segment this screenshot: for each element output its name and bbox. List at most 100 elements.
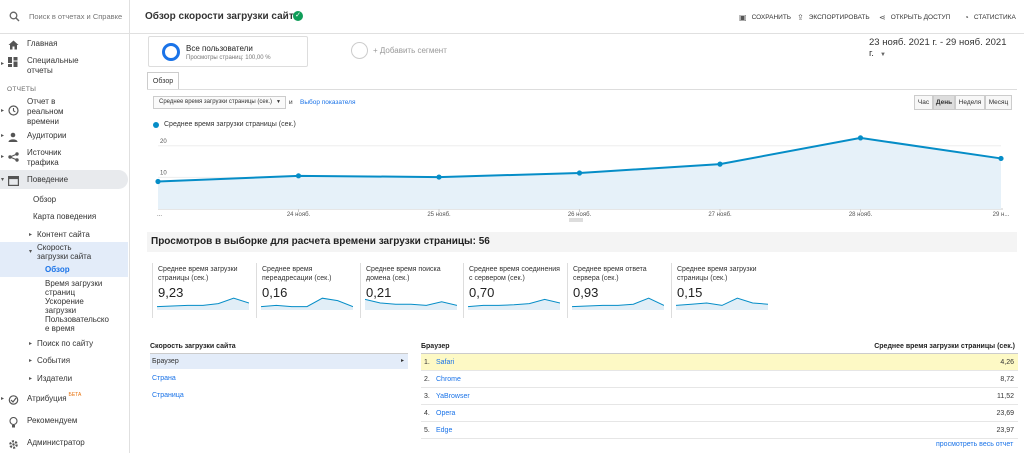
sidebar-item-audience[interactable]: ▸ Аудитории xyxy=(0,131,67,143)
dimension-browser[interactable]: Браузер ▸ xyxy=(150,354,408,369)
metric-card-title: Среднее время загрузки страницы (сек.) xyxy=(158,266,238,282)
sidebar-item-label: страниц xyxy=(45,288,76,297)
export-icon: ⇪ xyxy=(797,13,804,22)
sidebar-item-label: Главная xyxy=(27,39,58,48)
sidebar-subitem-behavior-flow[interactable]: Карта поведения xyxy=(33,212,97,221)
sidebar-subitem-page-timings[interactable]: Время загрузки страниц xyxy=(45,279,102,297)
insights-icon: ◔ xyxy=(964,13,969,22)
browser-link[interactable]: Opera xyxy=(436,410,456,417)
x-tick-label: 29 н... xyxy=(993,212,1010,218)
sidebar-subitem-overview[interactable]: Обзор xyxy=(33,195,57,204)
caret-right-icon: ▸ xyxy=(1,108,5,114)
share-button[interactable]: ⋖ ОТКРЫТЬ ДОСТУП xyxy=(879,13,950,22)
sparkline-line xyxy=(157,297,249,308)
metric-card-title: Среднее время загрузки страницы (сек.) xyxy=(677,266,757,282)
sidebar-subitem-events[interactable]: События xyxy=(37,356,71,365)
sidebar-subitem-site-speed[interactable]: Скорость загрузки сайта xyxy=(37,243,91,261)
save-icon: ▣ xyxy=(739,13,747,22)
sidebar-item-label: Пользовательско xyxy=(45,315,109,324)
tab-overview[interactable]: Обзор xyxy=(147,72,179,90)
metric-card[interactable]: Среднее время ответа сервера (сек.) 0,93 xyxy=(567,263,670,318)
sidebar-item-admin[interactable]: Администратор xyxy=(0,438,85,450)
sidebar-item-label: Атрибуция xyxy=(27,394,67,403)
sidebar-item-custom-reports[interactable]: ▸ Специальные отчеты xyxy=(0,56,79,76)
insights-button[interactable]: ◔ СТАТИСТИКА xyxy=(964,13,1016,22)
segment-ring-icon xyxy=(162,43,180,61)
browser-link[interactable]: Edge xyxy=(436,427,453,434)
metric-card-title: Среднее время поиска домена (сек.) xyxy=(366,266,441,282)
save-button[interactable]: ▣ СОХРАНИТЬ xyxy=(739,13,791,22)
behavior-icon xyxy=(7,175,19,187)
data-point xyxy=(998,155,1004,162)
table-row: 4. Opera 23,69 xyxy=(421,405,1018,422)
granularity-hour-button[interactable]: Час xyxy=(914,95,933,110)
sidebar-item-discover[interactable]: Рекомендуем xyxy=(0,416,77,428)
metric-card-value: 0,70 xyxy=(469,285,495,300)
date-range-picker[interactable]: 23 нояб. 2021 г. - 29 нояб. 2021 г. ▼ xyxy=(869,37,1024,59)
sidebar-subitem-publisher[interactable]: Издатели xyxy=(37,374,73,383)
metric-card[interactable]: Среднее время соединения с сервером (сек… xyxy=(463,263,566,318)
sidebar-subitem-user-timings[interactable]: Пользовательско е время xyxy=(45,315,109,333)
metric-card[interactable]: Среднее время поиска домена (сек.) 0,21 xyxy=(360,263,463,318)
sidebar-item-realtime[interactable]: ▸ Отчет в реальном времени xyxy=(0,97,64,127)
table-row: 5. Edge 23,97 xyxy=(421,422,1018,439)
sparkline xyxy=(157,297,249,310)
report-header: Обзор скорости загрузки сайта ✓ ▣ СОХРАНИ… xyxy=(130,0,1024,34)
granularity-day-button[interactable]: День xyxy=(933,95,955,110)
insights-label: СТАТИСТИКА xyxy=(973,14,1016,21)
row-number: 4. xyxy=(424,410,430,417)
view-full-report-link[interactable]: просмотреть весь отчет xyxy=(936,441,1014,448)
sidebar-subitem-speed-overview[interactable]: Обзор xyxy=(45,265,70,274)
metric-select[interactable]: Среднее время загрузки страницы (сек.) ▼ xyxy=(153,96,286,109)
check-icon: ✓ xyxy=(293,11,303,21)
sidebar-item-behavior[interactable]: ▾ Поведение xyxy=(0,175,68,187)
export-button[interactable]: ⇪ ЭКСПОРТИРОВАТЬ xyxy=(797,13,870,22)
add-segment-button[interactable]: + Добавить сегмент xyxy=(351,42,447,59)
export-label: ЭКСПОРТИРОВАТЬ xyxy=(808,14,870,21)
data-point xyxy=(155,178,161,185)
caret-right-icon: ▸ xyxy=(29,376,33,382)
legend-dot xyxy=(153,121,159,128)
add-segment-ring-icon xyxy=(351,42,368,59)
search-input[interactable] xyxy=(29,12,129,21)
sidebar-item-label: Аудитории xyxy=(27,131,67,140)
sparkline-area xyxy=(676,298,768,310)
sidebar-item-label: трафика xyxy=(27,158,59,167)
row-value: 8,72 xyxy=(1000,376,1014,383)
sparkline-area xyxy=(157,298,249,310)
metric-card-value: 9,23 xyxy=(158,285,184,300)
sidebar-subitem-site-content[interactable]: Контент сайта xyxy=(37,230,90,239)
metric-card[interactable]: Среднее время загрузки страницы (сек.) 0,… xyxy=(671,263,774,318)
sparkline-line xyxy=(261,297,353,308)
browser-link[interactable]: YaBrowser xyxy=(436,393,470,400)
sidebar-subitem-site-search[interactable]: Поиск по сайту xyxy=(37,339,94,348)
dimension-country[interactable]: Страна xyxy=(152,375,176,382)
data-point xyxy=(576,170,583,176)
sidebar-subitem-speed-suggestions[interactable]: Ускорение загрузки xyxy=(45,297,84,315)
column-header-browser: Браузер xyxy=(421,343,450,350)
legend-label: Среднее время загрузки страницы (сек.) xyxy=(164,121,296,128)
granularity-month-button[interactable]: Месяц xyxy=(985,95,1012,110)
sidebar-item-label: е время xyxy=(45,324,75,333)
sidebar-item-label: времени xyxy=(27,117,59,126)
line-chart: 10 20... 24 нояб. 25 нояб. 26 нояб. 27 нояб. 2… xyxy=(155,135,1010,222)
x-tick-label: ... xyxy=(157,212,162,218)
browser-link[interactable]: Chrome xyxy=(436,376,461,383)
data-point xyxy=(436,174,442,180)
metric-card[interactable]: Среднее время переадресации (сек.) 0,16 xyxy=(256,263,359,318)
attribution-icon xyxy=(7,394,19,406)
choose-metric-link[interactable]: Выбор показателя xyxy=(300,99,356,106)
sidebar-item-attribution[interactable]: ▸ Атрибуция БЕТА xyxy=(0,392,81,406)
sidebar-item-home[interactable]: Главная xyxy=(0,39,57,51)
metric-select-value: Среднее время загрузки страницы (сек.) xyxy=(159,99,273,105)
metric-card[interactable]: Среднее время загрузки страницы (сек.) 9,… xyxy=(152,263,255,318)
person-icon xyxy=(7,131,19,143)
sidebar-item-acquisition[interactable]: ▸ Источник трафика xyxy=(0,148,61,168)
sparkline-area xyxy=(261,298,353,310)
dimension-page[interactable]: Страница xyxy=(152,392,184,399)
segment-all-users[interactable]: Все пользователи Просмотры страниц: 100,… xyxy=(148,36,308,67)
dimension-label: Браузер xyxy=(152,358,179,365)
granularity-week-button[interactable]: Неделя xyxy=(955,95,985,110)
sidebar-item-label: Отчет в xyxy=(27,97,56,106)
browser-link[interactable]: Safari xyxy=(436,359,455,366)
